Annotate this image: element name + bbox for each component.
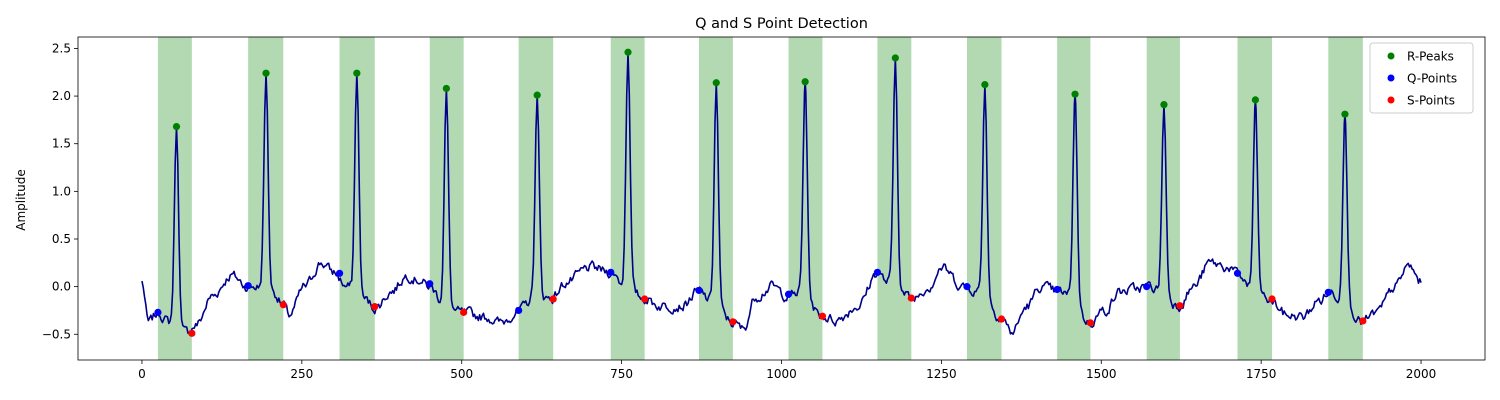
s-point (997, 315, 1006, 323)
s-point (729, 318, 737, 326)
x-axis: 0 250 500 750 1000 1250 1500 1750 2000 (138, 360, 1436, 381)
s-point (460, 308, 468, 316)
legend-label-q-points: Q-Points (1407, 72, 1457, 86)
q-point (784, 290, 793, 298)
x-tick-label: 1500 (1086, 367, 1117, 381)
qrs-region (1057, 37, 1091, 360)
x-tick-label: 500 (450, 367, 473, 381)
y-axis: −0.5 0.0 0.5 1.0 1.5 2.0 2.5 (42, 41, 78, 341)
r-peak-point (1071, 90, 1079, 98)
q-point (873, 268, 882, 276)
q-point (154, 308, 162, 316)
r-peak-point (1341, 110, 1349, 118)
chart-title: Q and S Point Detection (695, 16, 868, 32)
q-point (1053, 285, 1061, 294)
s-point (818, 312, 827, 320)
y-tick-label: 2.5 (52, 41, 71, 55)
r-peak-point (172, 122, 181, 131)
y-axis-label: Amplitude (14, 169, 28, 231)
s-point (641, 295, 649, 303)
q-point (515, 306, 523, 315)
r-peak-point (712, 79, 720, 87)
s-point (371, 303, 379, 311)
r-peak-point (1251, 96, 1260, 104)
r-peak-point (353, 69, 361, 77)
r-peak-point (624, 48, 632, 56)
s-point (549, 295, 557, 303)
legend-marker-q-points (1387, 74, 1395, 82)
q-point (963, 283, 971, 291)
y-tick-label: 1.5 (52, 137, 71, 151)
r-peak-point (1160, 101, 1168, 109)
qrs-region (1237, 37, 1273, 360)
x-tick-label: 0 (138, 367, 146, 381)
s-point (1268, 295, 1276, 303)
qrs-region (1146, 37, 1180, 360)
legend-label-r-peaks: R-Peaks (1407, 50, 1454, 64)
q-point (335, 269, 344, 277)
y-tick-label: 0.5 (52, 232, 71, 246)
r-peak-point (801, 78, 809, 86)
x-tick-label: 750 (610, 367, 633, 381)
q-point (1324, 288, 1332, 296)
q-point (244, 282, 252, 290)
s-point (188, 329, 196, 337)
x-tick-label: 250 (290, 367, 313, 381)
s-point-markers (188, 294, 1367, 337)
y-tick-label: 1.0 (52, 184, 71, 198)
x-tick-label: 1750 (1246, 367, 1277, 381)
q-point (1233, 269, 1242, 277)
qrs-region (610, 37, 645, 360)
x-tick-label: 1250 (926, 367, 957, 381)
x-tick-label: 2000 (1406, 367, 1437, 381)
q-point (1143, 283, 1151, 291)
qrs-regions (157, 37, 1363, 360)
r-peak-point (442, 84, 450, 93)
qrs-region (1328, 37, 1363, 360)
s-point (1359, 317, 1367, 325)
legend-box (1369, 42, 1474, 114)
legend-marker-s-points (1387, 96, 1395, 104)
r-peak-point (891, 54, 899, 62)
y-tick-label: −0.5 (42, 327, 71, 341)
r-peak-point (262, 69, 270, 77)
legend-label-s-points: S-Points (1407, 94, 1455, 108)
s-point (279, 301, 287, 309)
q-point-markers (154, 268, 1332, 316)
r-peak-markers (172, 48, 1349, 131)
s-point (1086, 319, 1095, 327)
ecg-signal-line (141, 51, 1422, 336)
qrs-region (518, 37, 554, 360)
s-point (907, 294, 915, 302)
legend-marker-r-peaks (1387, 52, 1395, 60)
s-point (1176, 302, 1184, 310)
y-tick-label: 2.0 (52, 89, 71, 103)
legend: R-Peaks Q-Points S-Points (1369, 42, 1474, 114)
x-tick-label: 1000 (766, 367, 797, 381)
r-peak-point (533, 91, 541, 99)
q-point (607, 268, 615, 276)
q-point (426, 280, 434, 288)
q-point (695, 286, 703, 295)
ecg-signal (141, 51, 1422, 336)
r-peak-point (981, 81, 989, 89)
y-tick-label: 0.0 (52, 280, 71, 294)
